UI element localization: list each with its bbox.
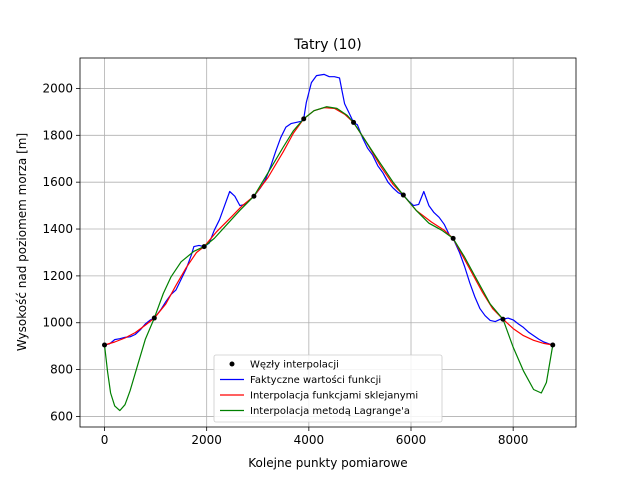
legend-label-2: Interpolacja funkcjami sklejanymi — [250, 391, 418, 402]
node-point — [450, 235, 456, 241]
node-point — [251, 193, 257, 199]
legend-label-0: Węzły interpolacji — [250, 360, 339, 371]
y-tick-label: 600 — [50, 409, 73, 423]
node-point — [201, 244, 207, 250]
y-tick-label: 1400 — [42, 222, 73, 236]
y-tick-label: 1800 — [42, 128, 73, 142]
y-tick-label: 1600 — [42, 175, 73, 189]
legend: Węzły interpolacji Faktyczne wartości fun… — [213, 354, 443, 423]
node-point — [500, 316, 506, 322]
node-point — [351, 119, 357, 125]
plot-frame — [79, 57, 577, 428]
axis-ticks: 0 2000 4000 6000 8000 600 800 1000 1200 1400 1600 1… — [42, 81, 528, 447]
legend-swatch-0 — [229, 361, 235, 367]
node-point — [301, 116, 307, 122]
plot-series — [102, 73, 556, 412]
legend-box — [213, 354, 443, 423]
legend-label-1: Faktyczne wartości funkcji — [250, 374, 381, 386]
node-point — [400, 192, 406, 198]
x-tick-label: 4000 — [294, 433, 325, 447]
y-tick-label: 1000 — [42, 316, 73, 330]
legend-label-3: Interpolacja metodą Lagrange'a — [250, 406, 410, 417]
y-tick-label: 2000 — [42, 81, 73, 95]
x-tick-label: 2000 — [191, 433, 222, 447]
x-tick-label: 0 — [101, 433, 109, 447]
node-point — [550, 342, 556, 348]
y-tick-label: 1200 — [42, 269, 73, 283]
chart-title: Tatry (10) — [293, 37, 362, 53]
node-point — [151, 315, 157, 321]
x-axis-label: Kolejne punkty pomiarowe — [248, 456, 407, 470]
series-line-3 — [103, 106, 554, 412]
y-axis-label: Wysokość nad poziomem morza [m] — [15, 133, 29, 351]
series-line-1 — [104, 73, 553, 346]
x-tick-label: 8000 — [498, 433, 529, 447]
x-tick-label: 6000 — [396, 433, 427, 447]
y-tick-label: 800 — [50, 363, 73, 377]
node-point — [102, 342, 108, 348]
grid-lines — [80, 58, 576, 427]
